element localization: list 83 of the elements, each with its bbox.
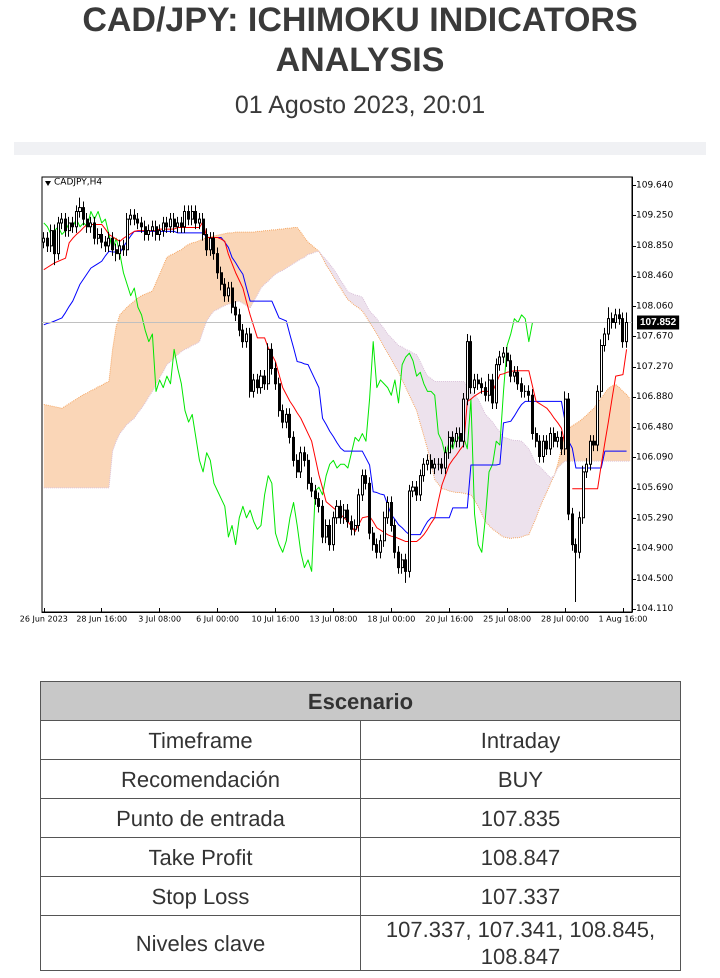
x-tick-label: 1 Aug 16:00 xyxy=(598,614,648,624)
text: Stop Loss xyxy=(40,876,360,916)
x-tick-label: 10 Jul 16:00 xyxy=(251,614,300,624)
x-tick-label: 26 Jun 2023 xyxy=(20,614,68,624)
x-tick-label: 13 Jul 08:00 xyxy=(309,614,358,624)
chart-subtitle: 01 Agosto 2023, 20:01 xyxy=(234,90,486,120)
ref-line-label: 107.852 xyxy=(640,317,677,328)
y-tick-label: 107.670 xyxy=(636,331,674,342)
y-tick-label: 108.850 xyxy=(636,240,674,251)
y-tick-label: 109.250 xyxy=(636,210,674,220)
annotation: CADJPY,H4 xyxy=(54,178,102,188)
candlestick xyxy=(299,446,302,478)
candlestick xyxy=(64,212,67,238)
candlestick xyxy=(68,216,71,238)
candlestick xyxy=(136,212,139,230)
y-tick-label: 104.900 xyxy=(636,543,674,554)
candlestick xyxy=(256,373,259,394)
line-series xyxy=(43,210,533,572)
candlestick xyxy=(165,216,168,234)
x-tick-label: 25 Jul 08:00 xyxy=(483,614,532,624)
y-tick-label: 109.640 xyxy=(636,180,674,190)
chart-title: CAD/JPY: ICHIMOKU INDICATORS ANALYSIS xyxy=(81,0,639,80)
candlestick xyxy=(614,308,617,330)
x-tick-label: 20 Jul 16:00 xyxy=(425,614,474,624)
text: 108.847 xyxy=(360,838,680,876)
candlestick xyxy=(343,504,346,524)
candlestick xyxy=(477,373,480,390)
candlestick xyxy=(621,312,624,348)
x-tick-label: 6 Jul 00:00 xyxy=(196,614,239,624)
text: 107.337 xyxy=(360,876,680,916)
candlestick xyxy=(455,426,458,448)
candlestick xyxy=(173,212,176,234)
y-tick-label: 105.290 xyxy=(636,514,674,524)
candlestick xyxy=(151,220,154,238)
candlestick xyxy=(625,312,628,348)
text: Escenario xyxy=(40,682,680,720)
y-tick-label: 106.480 xyxy=(636,422,674,432)
candlestick xyxy=(126,212,129,256)
y-tick-label: 108.060 xyxy=(636,301,674,312)
candlestick xyxy=(259,369,263,394)
candlestick xyxy=(249,327,252,398)
candlestick xyxy=(191,204,194,226)
candlestick xyxy=(169,212,172,234)
y-tick-label: 104.500 xyxy=(636,574,674,584)
candlestick xyxy=(93,216,96,245)
y-tick-label: 107.270 xyxy=(636,362,674,372)
x-tick-label: 28 Jun 16:00 xyxy=(76,614,128,624)
y-tick-label: 106.090 xyxy=(636,452,674,462)
candlestick xyxy=(107,232,110,253)
candlestick xyxy=(118,239,121,260)
candlestick xyxy=(194,204,197,230)
text: BUY xyxy=(360,760,680,798)
x-tick-label: 18 Jul 00:00 xyxy=(367,614,416,624)
candlestick xyxy=(339,500,342,524)
y-tick-label: 104.110 xyxy=(636,604,674,614)
candlestick xyxy=(433,458,436,475)
text: 107.835 xyxy=(360,798,680,838)
candlestick xyxy=(100,228,103,249)
candlestick xyxy=(176,216,179,234)
candlestick xyxy=(144,220,147,242)
candlestick xyxy=(162,216,165,238)
text: Punto de entrada xyxy=(40,798,360,838)
y-tick-label: 108.460 xyxy=(636,270,674,281)
candlestick xyxy=(430,454,433,475)
y-tick-label: 105.690 xyxy=(636,482,674,493)
text: Recomendación xyxy=(40,760,360,798)
text: 107.337, 107.341, 108.845, 108.847 xyxy=(360,916,680,970)
text: Timeframe xyxy=(40,720,360,760)
text: Take Profit xyxy=(40,838,360,876)
x-tick-label: 3 Jul 08:00 xyxy=(138,614,182,624)
candlestick xyxy=(183,204,186,234)
candlestick xyxy=(437,458,440,471)
y-tick-label: 106.880 xyxy=(636,392,674,402)
candlestick xyxy=(133,208,136,226)
candlestick xyxy=(155,220,158,242)
x-tick-label: 28 Jul 00:00 xyxy=(541,614,590,624)
text: Intraday xyxy=(360,720,680,760)
candlestick xyxy=(209,232,212,256)
text: Niveles clave xyxy=(40,916,360,970)
candlestick xyxy=(267,342,270,390)
candlestick xyxy=(147,224,150,242)
candlestick xyxy=(542,434,545,464)
candlestick xyxy=(549,426,552,456)
